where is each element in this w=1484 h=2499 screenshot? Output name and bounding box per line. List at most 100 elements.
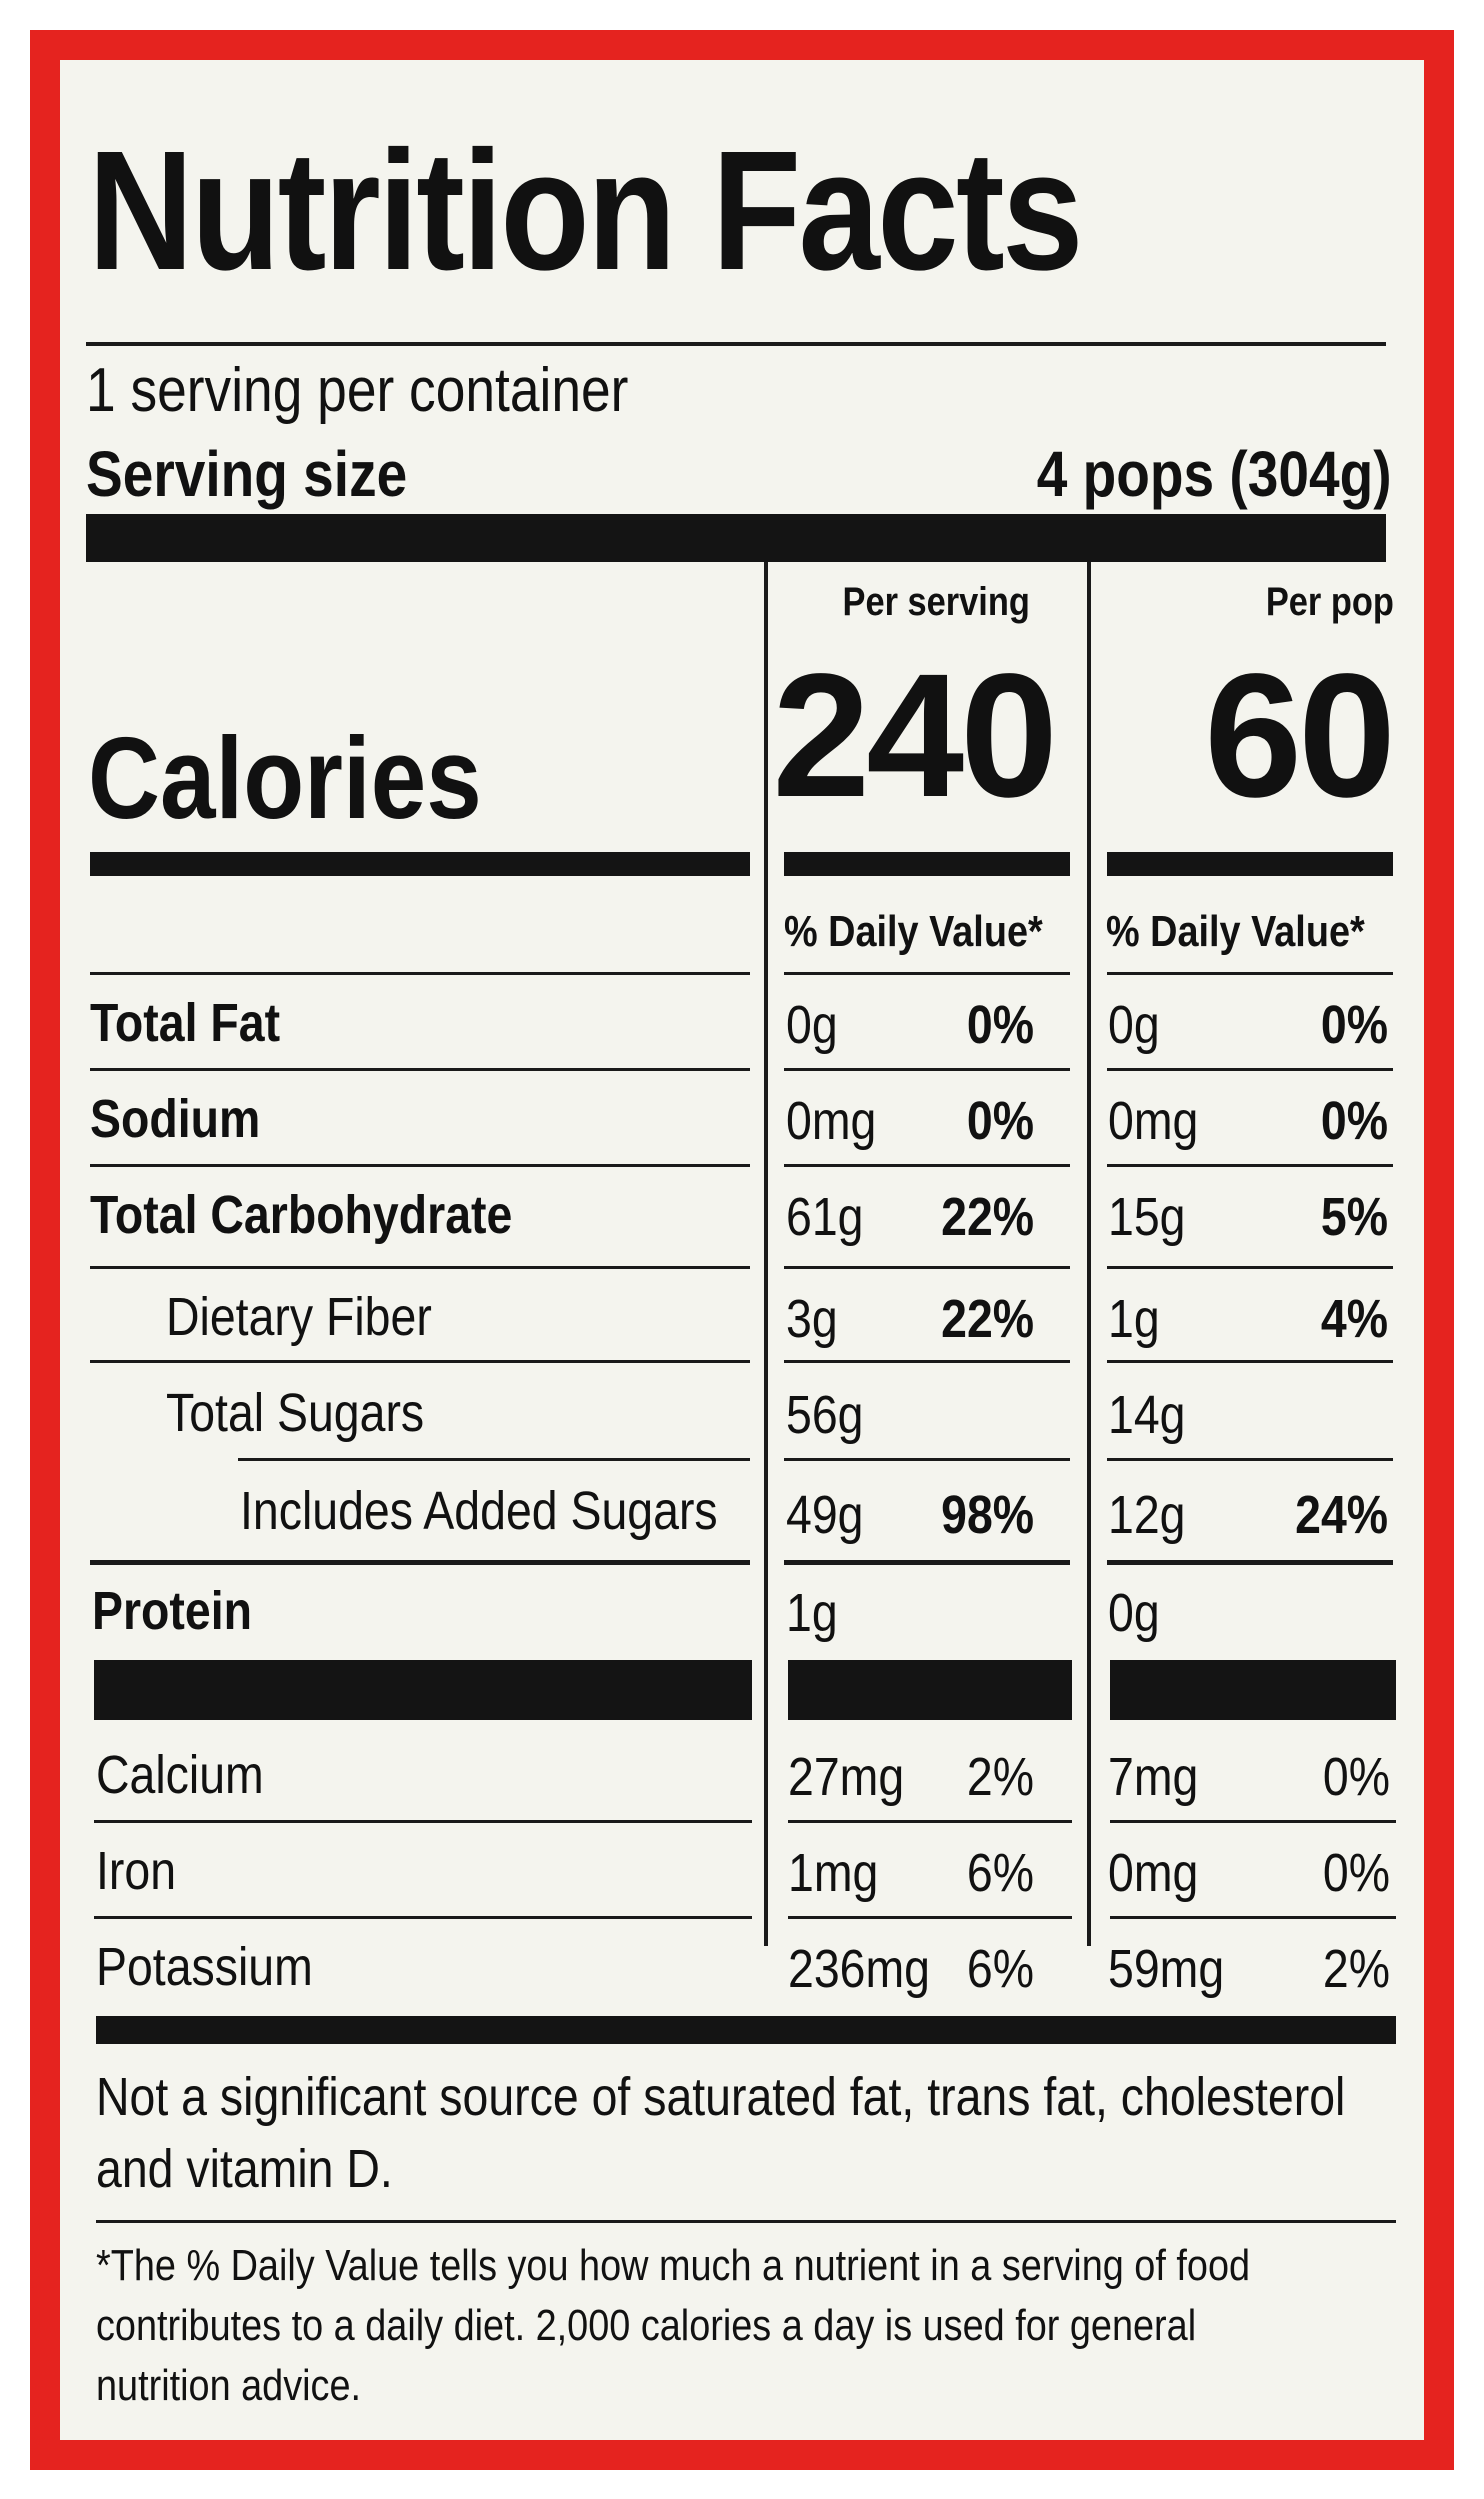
serving-dv-iron: 6% (966, 1843, 1034, 1903)
row-rule (1107, 972, 1393, 975)
pop-dv-potassium: 2% (1322, 1939, 1390, 1999)
nutrient-name-total-fat: Total Fat (90, 993, 281, 1053)
row-rule (90, 972, 750, 975)
per-serving-header: Per serving (842, 580, 1030, 624)
protein-bar-left (94, 1660, 752, 1720)
pop-amount-total-fat: 0g (1108, 995, 1160, 1055)
serving-amount-dietary-fiber: 3g (786, 1289, 838, 1349)
nutrient-name-dietary-fiber: Dietary Fiber (166, 1287, 432, 1347)
serving-dv-dietary-fiber: 22% (941, 1289, 1034, 1349)
serving-amount-total-carbohydrate: 61g (786, 1187, 864, 1247)
nutrient-name-added-sugars: Includes Added Sugars (240, 1481, 718, 1541)
serving-size-label: Serving size (86, 438, 408, 510)
serving-dv-total-carbohydrate: 22% (941, 1187, 1034, 1247)
calories-bar-left (90, 852, 750, 876)
mineral-name-calcium: Calcium (96, 1745, 264, 1805)
footnote-line-2: contributes to a daily diet. 2,000 calor… (96, 2301, 1197, 2350)
thick-bar-top (86, 514, 1386, 562)
per-pop-header: Per pop (1265, 580, 1394, 624)
daily-value-header-pop: % Daily Value* (1106, 907, 1365, 956)
row-rule (90, 1068, 750, 1071)
serving-size-value: 4 pops (304g) (1037, 438, 1392, 510)
row-rule (784, 1458, 1070, 1461)
row-rule (784, 1068, 1070, 1071)
column-divider-2 (1087, 562, 1091, 1946)
row-rule (94, 1820, 752, 1823)
row-rule (1107, 1068, 1393, 1071)
thick-bar-bottom (96, 2016, 1396, 2044)
row-rule (1107, 1360, 1393, 1363)
row-rule (90, 1360, 750, 1363)
row-rule (1107, 1164, 1393, 1167)
calories-bar-right (1107, 852, 1393, 876)
serving-dv-added-sugars: 98% (941, 1485, 1034, 1545)
row-rule (784, 972, 1070, 975)
pop-dv-total-fat: 0% (1320, 995, 1388, 1055)
protein-bar-mid (788, 1660, 1072, 1720)
row-rule (1110, 1820, 1396, 1823)
pop-dv-calcium: 0% (1322, 1747, 1390, 1807)
calories-label: Calories (88, 713, 482, 843)
serving-amount-potassium: 236mg (788, 1939, 931, 1999)
pop-amount-calcium: 7mg (1108, 1747, 1199, 1807)
serving-amount-total-fat: 0g (786, 995, 838, 1055)
pop-amount-total-carbohydrate: 15g (1108, 1187, 1186, 1247)
footnote-rule (96, 2220, 1396, 2223)
servings-per-container: 1 serving per container (86, 356, 629, 425)
serving-amount-total-sugars: 56g (786, 1385, 864, 1445)
calories-per-serving: 240 (772, 638, 1058, 834)
title: Nutrition Facts (88, 116, 1083, 306)
pop-amount-dietary-fiber: 1g (1108, 1289, 1160, 1349)
pop-amount-iron: 0mg (1108, 1843, 1199, 1903)
row-rule (784, 1560, 1070, 1565)
calories-per-pop: 60 (1204, 638, 1396, 834)
row-rule (784, 1266, 1070, 1269)
mineral-name-iron: Iron (96, 1841, 177, 1901)
protein-bar-right (1110, 1660, 1396, 1720)
row-rule (94, 1916, 752, 1919)
mineral-name-potassium: Potassium (96, 1937, 313, 1997)
not-significant-line-2: and vitamin D. (96, 2139, 393, 2199)
serving-dv-sodium: 0% (966, 1091, 1034, 1151)
row-rule (788, 1820, 1072, 1823)
nutrient-name-total-carbohydrate: Total Carbohydrate (90, 1185, 513, 1245)
row-rule (1107, 1560, 1393, 1565)
serving-dv-calcium: 2% (966, 1747, 1034, 1807)
pop-amount-protein: 0g (1108, 1583, 1160, 1643)
pop-dv-total-carbohydrate: 5% (1320, 1187, 1388, 1247)
calories-bar-mid (784, 852, 1070, 876)
pop-dv-sodium: 0% (1320, 1091, 1388, 1151)
serving-amount-sodium: 0mg (786, 1091, 877, 1151)
title-rule (86, 342, 1386, 346)
nutrition-facts-panel: Nutrition Facts 1 serving per container … (60, 60, 1424, 2440)
not-significant-line-1: Not a significant source of saturated fa… (96, 2067, 1346, 2127)
footnote-line-3: nutrition advice. (96, 2361, 362, 2410)
serving-amount-calcium: 27mg (788, 1747, 905, 1807)
footnote-line-1: *The % Daily Value tells you how much a … (96, 2241, 1251, 2290)
pop-dv-added-sugars: 24% (1295, 1485, 1388, 1545)
pop-amount-added-sugars: 12g (1108, 1485, 1186, 1545)
row-rule (90, 1266, 750, 1269)
pop-amount-total-sugars: 14g (1108, 1385, 1186, 1445)
serving-amount-added-sugars: 49g (786, 1485, 864, 1545)
daily-value-header-serving: % Daily Value* (784, 907, 1043, 956)
row-rule (1107, 1266, 1393, 1269)
nutrient-name-total-sugars: Total Sugars (166, 1383, 425, 1443)
row-rule (784, 1164, 1070, 1167)
row-rule (90, 1560, 750, 1565)
column-divider-1 (764, 562, 768, 1946)
row-rule (784, 1360, 1070, 1363)
row-rule (238, 1458, 750, 1461)
nutrient-name-protein: Protein (92, 1581, 252, 1641)
row-rule (788, 1916, 1072, 1919)
pop-amount-potassium: 59mg (1108, 1939, 1225, 1999)
serving-dv-total-fat: 0% (966, 995, 1034, 1055)
row-rule (90, 1164, 750, 1167)
pop-dv-dietary-fiber: 4% (1320, 1289, 1388, 1349)
pop-amount-sodium: 0mg (1108, 1091, 1199, 1151)
nutrient-name-sodium: Sodium (90, 1089, 261, 1149)
serving-amount-protein: 1g (786, 1583, 838, 1643)
pop-dv-iron: 0% (1322, 1843, 1390, 1903)
row-rule (1107, 1458, 1393, 1461)
serving-dv-potassium: 6% (966, 1939, 1034, 1999)
